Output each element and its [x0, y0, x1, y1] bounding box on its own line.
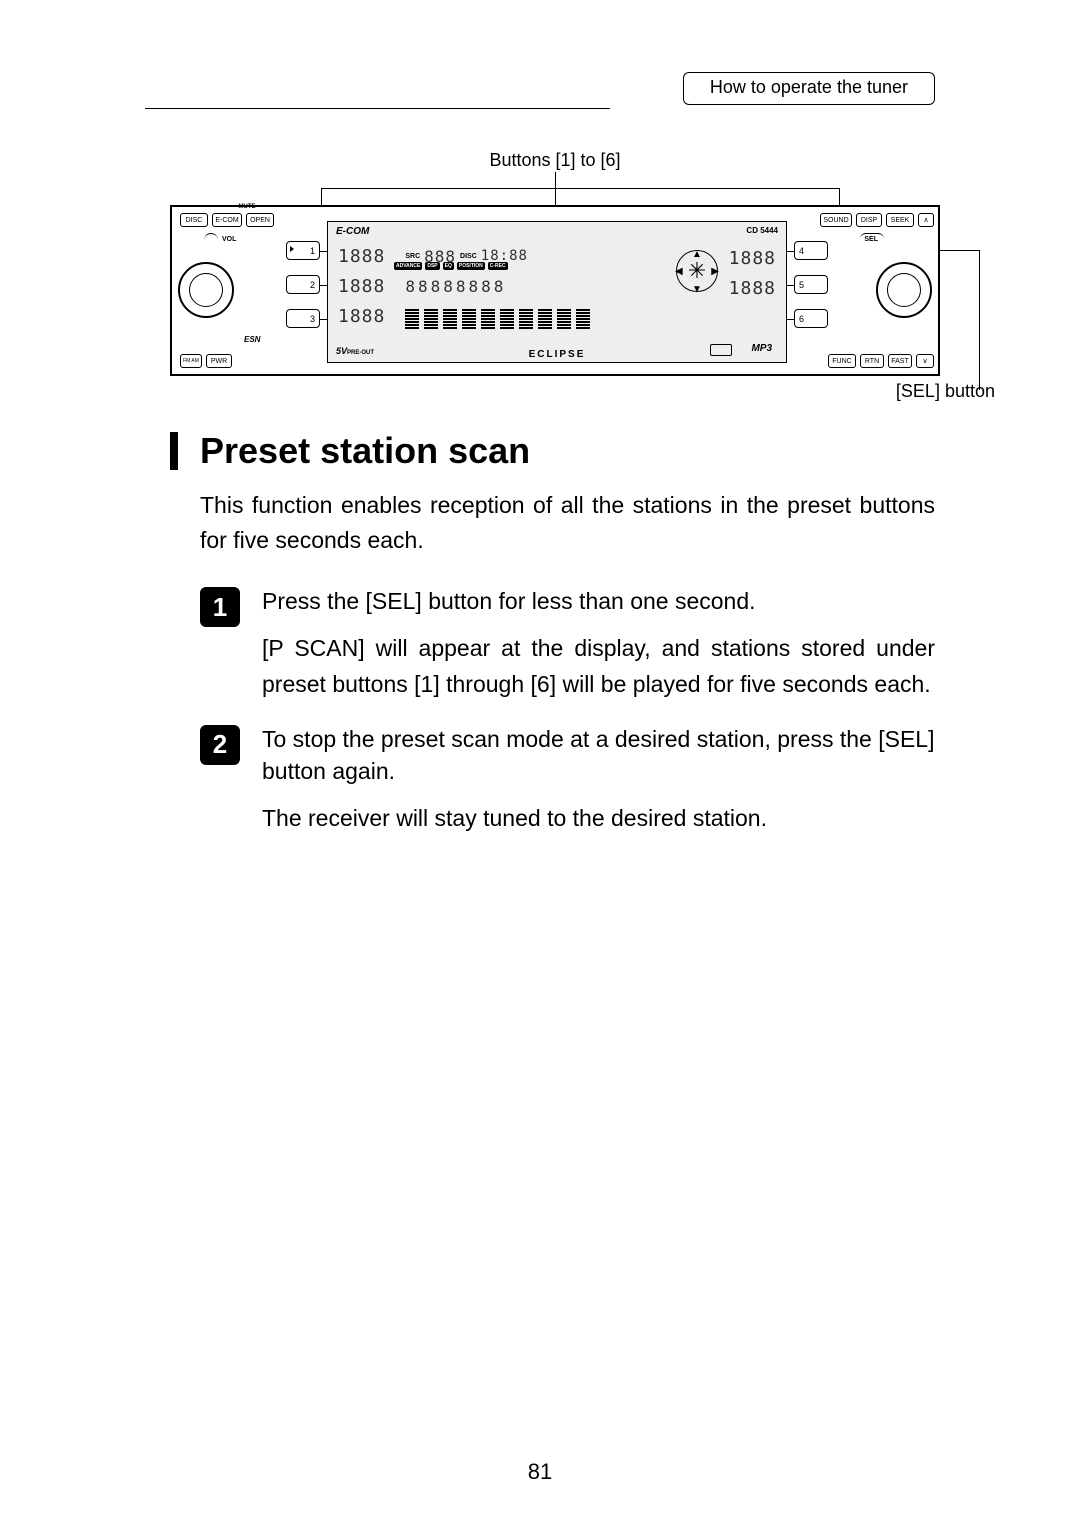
func-button[interactable]: FUNC: [828, 354, 856, 368]
seek-down-button[interactable]: ∨: [916, 354, 934, 368]
lcd-tag: ADVANCE: [394, 262, 422, 270]
diagram: Buttons [1] to [6] MUTE DISC E-COM OPEN …: [170, 150, 940, 400]
sel-label: SEL: [864, 236, 878, 243]
lcd-tag: EQ: [443, 262, 454, 270]
preset-col-left: 1 2 3: [286, 241, 320, 343]
page-number: 81: [0, 1459, 1080, 1485]
preset-6-label: 6: [799, 314, 804, 324]
header-tab-label: How to operate the tuner: [710, 77, 908, 97]
step-2-head: To stop the preset scan mode at a desire…: [262, 723, 935, 787]
lcd-seg: 1888: [338, 246, 385, 267]
step-1-head: Press the [SEL] button for less than one…: [262, 585, 935, 617]
disc-button[interactable]: DISC: [180, 213, 208, 227]
ecom-button[interactable]: E-COM: [212, 213, 242, 227]
nav-circle-icon: ◀▶▲▼: [676, 250, 718, 292]
sound-button[interactable]: SOUND: [820, 213, 852, 227]
callout-line: [321, 188, 840, 189]
lcd-eclipse: ECLIPSE: [328, 349, 786, 360]
disp-button[interactable]: DISP: [856, 213, 882, 227]
page: How to operate the tuner Buttons [1] to …: [0, 0, 1080, 1533]
lcd-seg: 1888: [729, 248, 776, 269]
open-button[interactable]: OPEN: [246, 213, 274, 227]
diagram-caption-top: Buttons [1] to [6]: [170, 150, 940, 171]
callout-line: [979, 250, 980, 390]
esn-label: ESN: [244, 335, 260, 344]
lcd-model: CD 5444: [746, 226, 778, 235]
fm-am-button[interactable]: FM AM: [180, 354, 202, 368]
rtn-button[interactable]: RTN: [860, 354, 884, 368]
lcd-seg: 1888: [729, 278, 776, 299]
preset-2-button[interactable]: 2: [286, 275, 320, 294]
volume-knob[interactable]: [178, 262, 234, 318]
preset-1-button[interactable]: 1: [286, 241, 320, 260]
step-1-body: Press the [SEL] button for less than one…: [262, 585, 935, 702]
preset-3-button[interactable]: 3: [286, 309, 320, 328]
step-2-body: To stop the preset scan mode at a desire…: [262, 723, 935, 837]
preset-1-label: 1: [310, 246, 315, 256]
content: Preset station scan This function enable…: [170, 432, 935, 857]
seek-button[interactable]: SEEK: [886, 213, 914, 227]
lcd-tag: POSITION: [457, 262, 485, 270]
step-1: 1 Press the [SEL] button for less than o…: [170, 585, 935, 702]
lcd-seg: 88888888: [405, 277, 506, 296]
preset-2-label: 2: [310, 280, 315, 290]
preset-5-label: 5: [799, 280, 804, 290]
step-2: 2 To stop the preset scan mode at a desi…: [170, 723, 935, 837]
mute-label: MUTE: [234, 204, 260, 210]
preset-4-label: 4: [799, 246, 804, 256]
section-title: Preset station scan: [170, 432, 935, 470]
head-unit: MUTE DISC E-COM OPEN SOUND DISP SEEK ∧ V…: [170, 205, 940, 376]
seek-up-button[interactable]: ∧: [918, 213, 934, 227]
preset-col-right: 4 5 6: [794, 241, 828, 343]
section-intro: This function enables reception of all t…: [170, 488, 935, 559]
header-tab-border: How to operate the tuner: [683, 72, 935, 105]
lcd-disc-label: DISC: [460, 253, 477, 260]
preset-3-label: 3: [310, 314, 315, 324]
step-2-text: The receiver will stay tuned to the desi…: [262, 801, 935, 837]
step-2-number: 2: [200, 725, 240, 765]
lcd-tag: C-REC: [488, 262, 508, 270]
lcd-tag: DSP: [425, 262, 439, 270]
lcd-src: SRC: [405, 253, 420, 260]
step-1-text: [P SCAN] will appear at the display, and…: [262, 631, 935, 702]
fast-button[interactable]: FAST: [888, 354, 912, 368]
preset-6-button[interactable]: 6: [794, 309, 828, 328]
preset-4-button[interactable]: 4: [794, 241, 828, 260]
pwr-button[interactable]: PWR: [206, 354, 232, 368]
vol-label: VOL: [222, 236, 236, 243]
sel-knob[interactable]: [876, 262, 932, 318]
lcd-seg: 1888: [338, 306, 385, 327]
header-tab: How to operate the tuner: [683, 68, 935, 108]
lcd-row-3: 1888: [338, 302, 776, 330]
preset-5-button[interactable]: 5: [794, 275, 828, 294]
step-1-number: 1: [200, 587, 240, 627]
lcd-seg: 1888: [338, 276, 385, 297]
lcd-screen: E-COM CD 5444 5VPRE-OUT MP3 ECLIPSE 1888…: [327, 221, 787, 363]
lcd-tags: ADVANCE DSP EQ POSITION C-REC: [394, 262, 508, 270]
lcd-brand: E-COM: [336, 226, 369, 237]
diagram-caption-sel: [SEL] button: [896, 381, 995, 402]
spectrum-icon: [405, 303, 590, 329]
